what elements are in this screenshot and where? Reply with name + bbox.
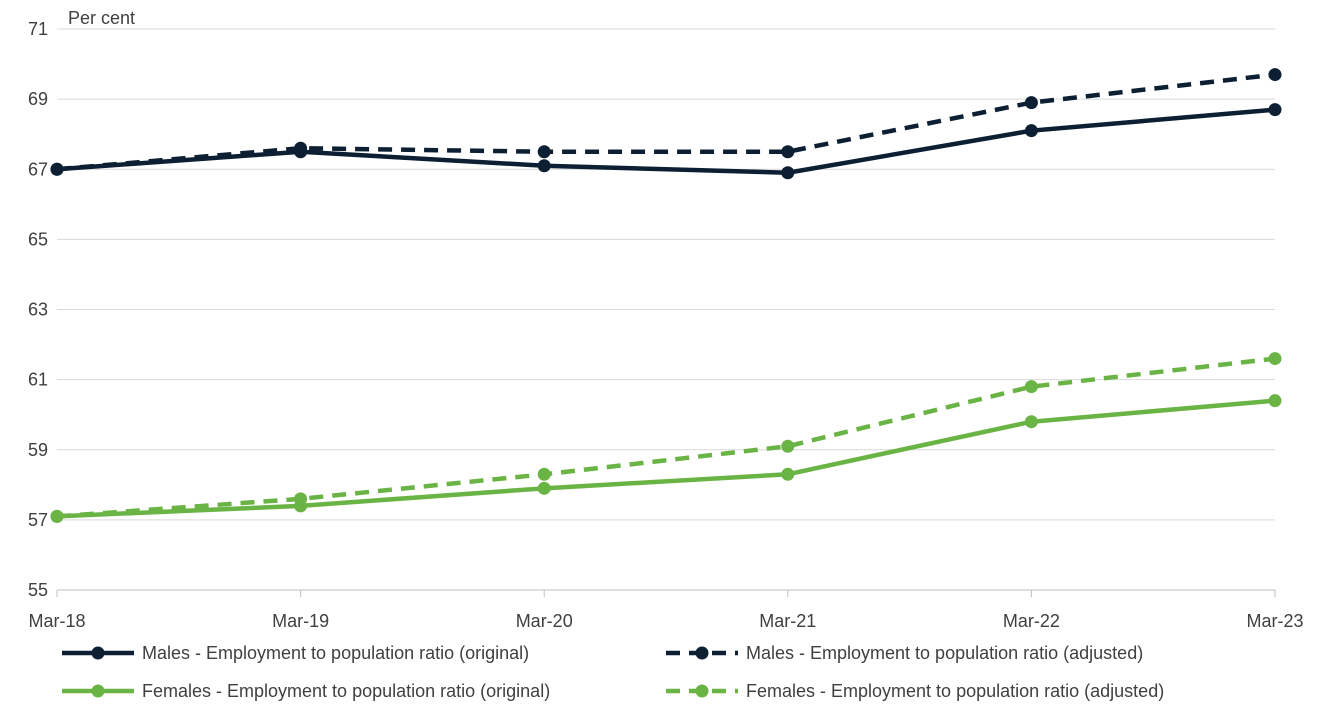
y-tick-label: 63 [28, 300, 48, 320]
legend: Males - Employment to population ratio (… [62, 643, 1164, 701]
data-point [1024, 380, 1038, 394]
series-lines [50, 68, 1282, 523]
legend-label: Males - Employment to population ratio (… [746, 643, 1143, 663]
data-point [1268, 103, 1282, 117]
series-line [56, 398, 1276, 519]
x-tick-label: Mar-20 [516, 611, 573, 631]
data-point [537, 159, 551, 173]
data-point [537, 467, 551, 481]
x-tick-label: Mar-19 [272, 611, 329, 631]
y-tick-label: 65 [28, 229, 48, 249]
y-tick-label: 61 [28, 370, 48, 390]
x-tick-label: Mar-18 [28, 611, 85, 631]
series-line [56, 107, 1276, 176]
y-tick-label: 71 [28, 19, 48, 39]
data-point [781, 145, 795, 159]
data-point [294, 492, 308, 506]
series-1 [50, 103, 1282, 180]
data-point [781, 166, 795, 180]
y-tick-label: 55 [28, 580, 48, 600]
y-tick-label: 57 [28, 510, 48, 530]
y-axis-label: Per cent [68, 8, 135, 28]
data-point [294, 141, 308, 155]
legend-label: Females - Employment to population ratio… [142, 681, 550, 701]
data-point [1268, 68, 1282, 82]
data-point [537, 481, 551, 495]
x-tick-label: Mar-21 [759, 611, 816, 631]
series-4 [50, 352, 1282, 523]
x-tick-label: Mar-23 [1246, 611, 1303, 631]
data-point [781, 467, 795, 481]
series-2 [50, 68, 1282, 176]
legend-marker [91, 646, 105, 660]
data-point [1024, 415, 1038, 429]
y-tick-label: 59 [28, 440, 48, 460]
legend-item: Females - Employment to population ratio… [666, 681, 1164, 701]
data-point [1268, 352, 1282, 366]
y-tick-label: 69 [28, 89, 48, 109]
legend-marker [91, 684, 105, 698]
data-point [537, 145, 551, 159]
y-tick-label: 67 [28, 159, 48, 179]
series-line [56, 356, 1276, 519]
data-point [1024, 124, 1038, 138]
legend-label: Males - Employment to population ratio (… [142, 643, 529, 663]
legend-marker [695, 684, 709, 698]
legend-item: Females - Employment to population ratio… [62, 681, 550, 701]
x-tick-label: Mar-22 [1003, 611, 1060, 631]
axes: 55 57 59 61 63 65 67 69 71 Mar-18 Mar-19 Mar-20 Mar-… [28, 19, 1304, 631]
legend-item: Males - Employment to population ratio (… [62, 643, 529, 663]
data-point [50, 162, 64, 176]
data-point [1268, 394, 1282, 408]
series-line [56, 72, 1276, 172]
data-point [1024, 96, 1038, 110]
legend-marker [695, 646, 709, 660]
legend-item: Males - Employment to population ratio (… [666, 643, 1143, 663]
legend-label: Females - Employment to population ratio… [746, 681, 1164, 701]
gridlines [57, 28, 1275, 521]
data-point [50, 509, 64, 523]
data-point [781, 439, 795, 453]
